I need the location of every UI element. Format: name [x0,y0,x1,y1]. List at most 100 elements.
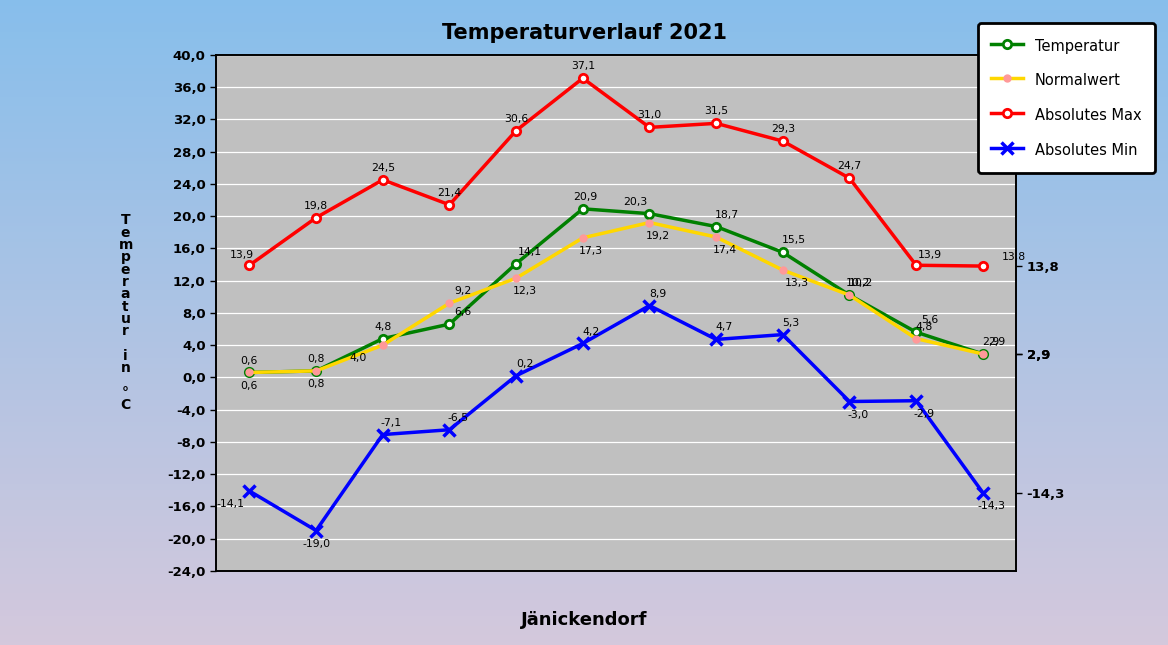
Bar [0,403,1168,406]
Bar [0,435,1168,439]
Text: 4,7: 4,7 [716,322,734,332]
Bar [0,432,1168,435]
Bar [0,477,1168,481]
Bar [0,571,1168,574]
Text: 0,2: 0,2 [516,359,533,369]
Bar [0,258,1168,261]
Bar [0,219,1168,223]
Bar [0,506,1168,510]
Bar [0,100,1168,103]
Bar [0,197,1168,200]
Bar [0,319,1168,322]
Bar [0,397,1168,400]
Text: 19,2: 19,2 [646,230,670,241]
Text: 31,0: 31,0 [638,110,661,121]
Text: 5,6: 5,6 [922,315,939,325]
Bar [0,84,1168,87]
Bar [0,181,1168,184]
Bar [0,384,1168,387]
Text: 13,3: 13,3 [785,278,808,288]
Text: 10,2: 10,2 [848,278,872,288]
Bar [0,42,1168,45]
Bar [0,368,1168,371]
Bar [0,613,1168,616]
Bar [0,161,1168,164]
Bar [0,471,1168,474]
Text: -19,0: -19,0 [303,539,331,548]
Bar [0,0,1168,3]
Bar [0,451,1168,455]
Bar [0,310,1168,313]
Bar [0,322,1168,326]
Bar [0,103,1168,106]
Bar [0,458,1168,461]
Bar [0,145,1168,148]
Bar [0,239,1168,242]
Bar [0,135,1168,139]
Bar [0,155,1168,158]
Bar [0,290,1168,293]
Bar [0,448,1168,452]
Bar [0,303,1168,306]
Bar [0,439,1168,442]
Bar [0,210,1168,213]
Bar [0,13,1168,16]
Bar [0,48,1168,52]
Bar [0,574,1168,577]
Bar [0,71,1168,74]
Bar [0,606,1168,610]
Bar [0,332,1168,335]
Bar [0,484,1168,487]
Bar [0,590,1168,593]
Text: 20,3: 20,3 [624,197,648,206]
Bar [0,293,1168,297]
Bar [0,23,1168,26]
Bar [0,326,1168,329]
Text: 15,5: 15,5 [781,235,806,245]
Bar [0,342,1168,345]
Bar [0,377,1168,381]
Text: 0,6: 0,6 [241,381,258,390]
Bar [0,361,1168,364]
Bar [0,406,1168,410]
Bar [0,555,1168,558]
Text: 6,6: 6,6 [454,307,472,317]
Text: 10,2: 10,2 [846,278,870,288]
Bar [0,519,1168,522]
Text: 4,2: 4,2 [583,326,599,337]
Bar [0,426,1168,429]
Bar [0,390,1168,393]
Text: 0,8: 0,8 [307,379,325,389]
Bar [0,345,1168,348]
Bar [0,593,1168,597]
Bar [0,474,1168,477]
Bar [0,626,1168,629]
Legend: Temperatur, Normalwert, Absolutes Max, Absolutes Min: Temperatur, Normalwert, Absolutes Max, A… [979,23,1155,173]
Bar [0,261,1168,264]
Bar [0,235,1168,239]
Bar [0,277,1168,281]
Text: 20,9: 20,9 [573,192,598,202]
Bar [0,339,1168,342]
Bar [0,39,1168,42]
Bar [0,64,1168,68]
Text: 4,8: 4,8 [374,322,391,332]
Bar [0,58,1168,61]
Bar [0,271,1168,274]
Bar [0,90,1168,94]
Bar [0,32,1168,35]
Bar [0,316,1168,319]
Bar [0,174,1168,177]
Text: 17,4: 17,4 [712,245,737,255]
Bar [0,87,1168,90]
Bar [0,126,1168,129]
Text: 5,3: 5,3 [783,317,800,328]
Text: 30,6: 30,6 [503,114,528,124]
Bar [0,281,1168,284]
Bar [0,413,1168,416]
Bar [0,503,1168,506]
Bar [0,529,1168,532]
Text: -2,9: -2,9 [913,409,936,419]
Bar [0,535,1168,539]
Bar [0,393,1168,397]
